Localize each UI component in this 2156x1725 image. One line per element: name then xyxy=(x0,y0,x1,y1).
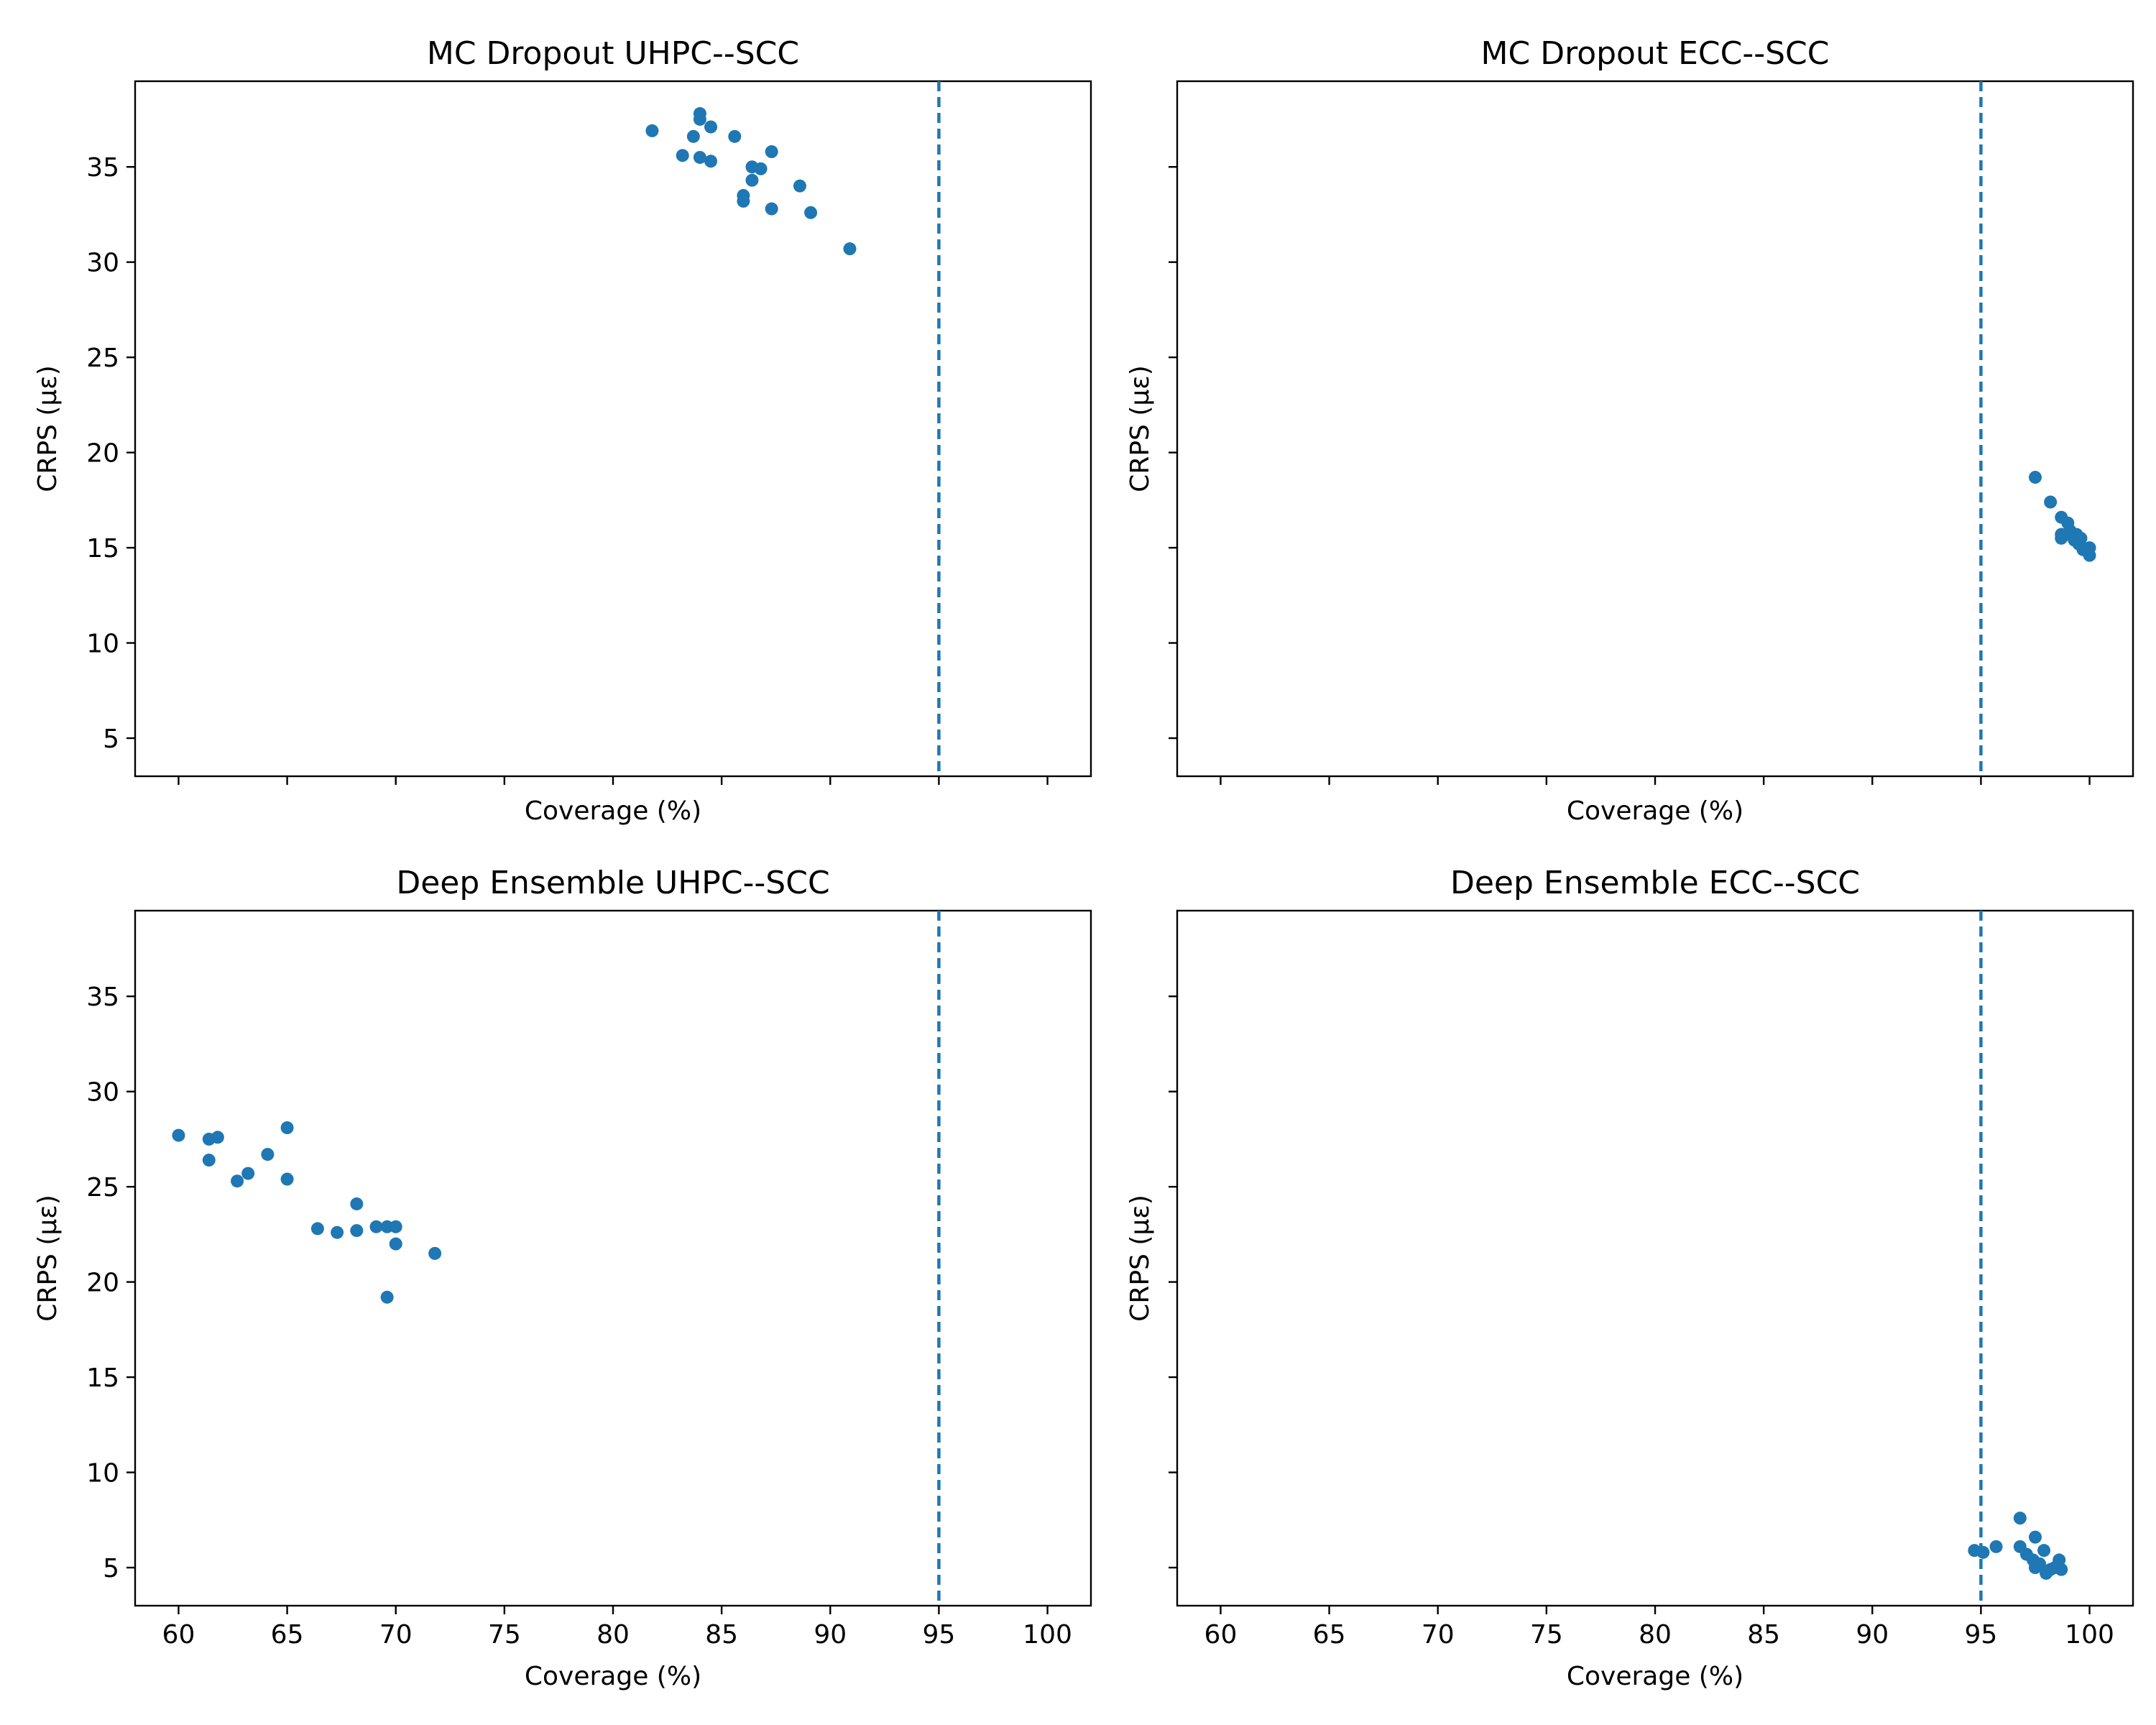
y-tick-label: 35 xyxy=(86,983,119,1012)
data-point xyxy=(765,145,778,159)
data-point xyxy=(686,129,700,143)
x-tick-label: 70 xyxy=(379,1620,413,1650)
y-tick-label: 30 xyxy=(86,249,119,278)
x-tick-label: 90 xyxy=(814,1620,847,1650)
panel-4: 60 65 70 75 80 85 90 95 100 Deep Ensemble ECC--SC… xyxy=(1125,865,2134,1691)
x-tick-label: 75 xyxy=(1530,1620,1563,1650)
data-point xyxy=(389,1220,402,1233)
x-tick-label: 75 xyxy=(488,1620,521,1650)
plot-frame xyxy=(134,80,1092,778)
y-tick-label: 10 xyxy=(86,1459,119,1489)
x-axis-label: Coverage (%) xyxy=(1567,1662,1743,1691)
data-point xyxy=(211,1131,224,1144)
data-point xyxy=(2028,471,2042,484)
data-point xyxy=(2044,495,2058,509)
data-point xyxy=(1976,1545,1990,1559)
data-point xyxy=(241,1167,255,1180)
data-point xyxy=(2055,531,2068,545)
x-tick-label: 95 xyxy=(923,1620,956,1650)
data-point xyxy=(793,179,806,193)
x-tick-label: 95 xyxy=(1965,1620,1998,1650)
data-point xyxy=(2074,531,2088,545)
panel-1: 5 10 15 20 25 30 35 MC Dropout UHPC--SCC Coverag… xyxy=(33,35,1092,826)
x-tick-label: 85 xyxy=(705,1620,738,1650)
data-point xyxy=(172,1128,185,1142)
x-tick-label: 100 xyxy=(1023,1620,1072,1650)
data-point xyxy=(280,1121,294,1135)
x-tick-label: 100 xyxy=(2065,1620,2114,1650)
data-point xyxy=(804,206,818,219)
x-tick-label: 65 xyxy=(271,1620,304,1650)
data-point xyxy=(389,1237,402,1251)
data-point xyxy=(754,162,768,175)
data-point xyxy=(331,1225,344,1239)
data-point xyxy=(737,194,750,208)
data-point xyxy=(645,124,659,137)
y-tick-label: 10 xyxy=(86,630,119,659)
data-point xyxy=(704,155,718,168)
data-point xyxy=(693,112,706,126)
data-point xyxy=(843,242,857,256)
data-point xyxy=(350,1197,364,1210)
data-point xyxy=(2037,1544,2051,1558)
data-point xyxy=(676,149,689,162)
plot-frame xyxy=(134,909,1092,1607)
data-point xyxy=(2013,1512,2027,1525)
y-tick-label: 20 xyxy=(86,1269,119,1298)
x-tick-label: 80 xyxy=(1639,1620,1672,1650)
plot-frame xyxy=(1176,80,2134,778)
x-tick-label: 65 xyxy=(1313,1620,1346,1650)
data-point xyxy=(350,1224,364,1238)
data-point xyxy=(704,120,718,134)
data-point xyxy=(765,202,778,216)
x-axis-label: Coverage (%) xyxy=(1567,796,1743,826)
x-tick-label: 60 xyxy=(162,1620,195,1650)
data-point xyxy=(261,1148,275,1162)
y-tick-label: 15 xyxy=(86,1363,119,1393)
y-tick-label: 30 xyxy=(86,1078,119,1108)
data-point xyxy=(745,173,759,187)
y-tick-label: 5 xyxy=(103,1554,119,1583)
panel-title: Deep Ensemble UHPC--SCC xyxy=(396,865,829,901)
data-point xyxy=(369,1220,383,1233)
data-point xyxy=(2055,1563,2068,1576)
data-point xyxy=(728,129,742,143)
y-tick-label: 25 xyxy=(86,1173,119,1202)
y-tick-label: 15 xyxy=(86,534,119,564)
data-point xyxy=(2028,1530,2042,1544)
data-point xyxy=(1989,1540,2003,1553)
y-tick-label: 25 xyxy=(86,344,119,373)
data-point xyxy=(280,1172,294,1186)
panel-title: MC Dropout ECC--SCC xyxy=(1481,35,1830,72)
panel-3: 60 65 70 75 80 85 90 95 100 5 10 15 20 25 30 35 Deep Ens… xyxy=(33,865,1092,1691)
y-axis-label: CRPS (με) xyxy=(33,365,63,492)
panel-2: MC Dropout ECC--SCC Coverage (%) CRPS (με) xyxy=(1125,35,2134,826)
x-tick-label: 60 xyxy=(1204,1620,1238,1650)
data-point xyxy=(310,1222,324,1236)
y-tick-label: 5 xyxy=(103,724,119,754)
x-tick-label: 80 xyxy=(596,1620,630,1650)
y-tick-label: 20 xyxy=(86,439,119,469)
y-tick-label: 35 xyxy=(86,153,119,183)
y-axis-label: CRPS (με) xyxy=(1125,365,1155,492)
x-tick-label: 70 xyxy=(1422,1620,1455,1650)
y-axis-label: CRPS (με) xyxy=(1125,1195,1155,1322)
data-point xyxy=(380,1290,394,1304)
data-point xyxy=(428,1246,442,1260)
x-axis-label: Coverage (%) xyxy=(525,796,701,826)
data-point xyxy=(2083,548,2096,562)
y-axis-label: CRPS (με) xyxy=(33,1195,63,1322)
x-axis-label: Coverage (%) xyxy=(525,1662,701,1691)
data-point xyxy=(693,150,706,164)
data-point xyxy=(202,1154,216,1167)
x-tick-label: 90 xyxy=(1856,1620,1889,1650)
x-tick-label: 85 xyxy=(1747,1620,1780,1650)
data-point xyxy=(231,1174,244,1188)
plot-frame xyxy=(1176,909,2134,1607)
panel-title: Deep Ensemble ECC--SCC xyxy=(1450,865,1860,901)
data-point xyxy=(2033,1557,2047,1570)
panel-title: MC Dropout UHPC--SCC xyxy=(427,35,799,72)
